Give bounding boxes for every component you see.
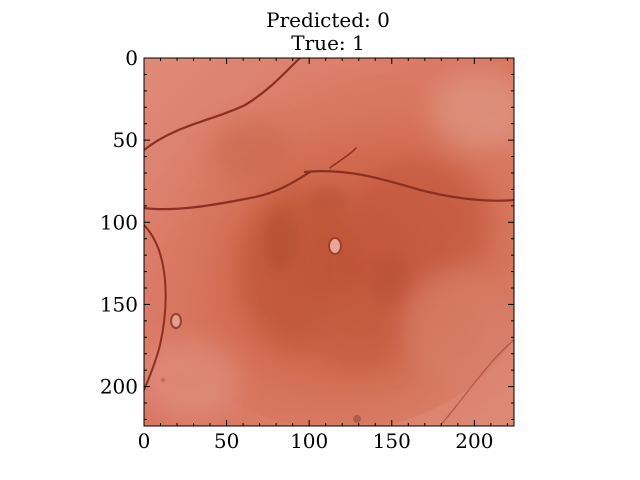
x-tick-label: 100 — [290, 429, 328, 453]
title-predicted: Predicted: 0 — [266, 8, 390, 32]
x-tick-label: 0 — [138, 429, 151, 453]
title-true: True: 1 — [291, 31, 365, 55]
axes-frame — [143, 57, 515, 427]
y-tick-label: 0 — [125, 46, 138, 70]
skin-spots — [161, 237, 361, 423]
y-tick-label: 200 — [100, 375, 138, 399]
hair-strands — [144, 58, 514, 426]
y-tick-label: 100 — [100, 210, 138, 234]
skin-image — [144, 58, 514, 426]
y-tick-label: 50 — [113, 128, 138, 152]
x-axis: 0 50 100 150 200 — [138, 58, 508, 453]
y-tick-label: 150 — [100, 292, 138, 316]
x-tick-label: 50 — [214, 429, 239, 453]
x-tick-label: 150 — [373, 429, 411, 453]
x-tick-label: 200 — [455, 429, 493, 453]
y-axis: 0 50 100 150 200 — [100, 46, 514, 420]
